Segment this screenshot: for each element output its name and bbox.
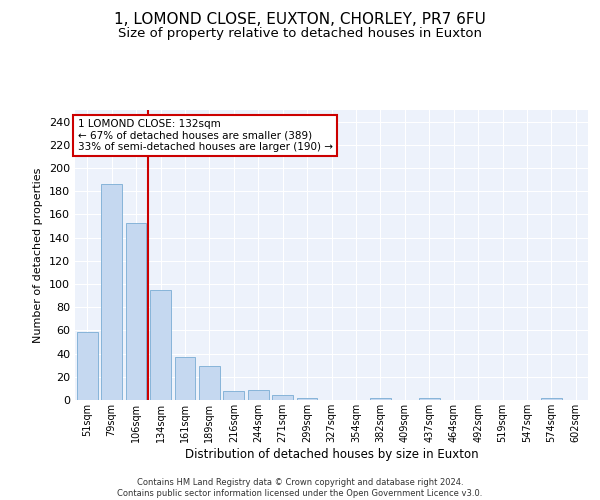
Bar xyxy=(125,222,146,400)
Text: Contains HM Land Registry data © Crown copyright and database right 2024.
Contai: Contains HM Land Registry data © Crown c… xyxy=(118,478,482,498)
Bar xyxy=(101,184,122,400)
Bar xyxy=(272,396,293,400)
Text: 1, LOMOND CLOSE, EUXTON, CHORLEY, PR7 6FU: 1, LOMOND CLOSE, EUXTON, CHORLEY, PR7 6F… xyxy=(114,12,486,28)
Bar xyxy=(248,390,269,400)
Bar xyxy=(370,398,391,400)
Bar xyxy=(199,366,220,400)
Bar xyxy=(541,398,562,400)
Bar xyxy=(223,390,244,400)
Bar xyxy=(77,332,98,400)
Bar xyxy=(150,290,171,400)
X-axis label: Distribution of detached houses by size in Euxton: Distribution of detached houses by size … xyxy=(185,448,478,460)
Text: Size of property relative to detached houses in Euxton: Size of property relative to detached ho… xyxy=(118,28,482,40)
Bar xyxy=(419,398,440,400)
Bar xyxy=(175,357,196,400)
Text: 1 LOMOND CLOSE: 132sqm
← 67% of detached houses are smaller (389)
33% of semi-de: 1 LOMOND CLOSE: 132sqm ← 67% of detached… xyxy=(77,118,332,152)
Bar xyxy=(296,398,317,400)
Y-axis label: Number of detached properties: Number of detached properties xyxy=(34,168,43,342)
